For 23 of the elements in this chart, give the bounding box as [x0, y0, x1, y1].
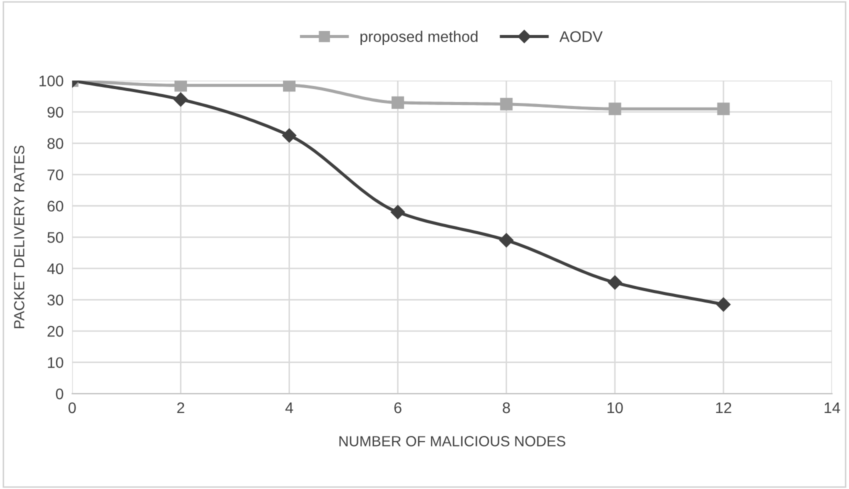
- x-tick-label: 12: [716, 402, 732, 414]
- y-tick-label: 60: [48, 200, 64, 212]
- x-axis-title: NUMBER OF MALICIOUS NODES: [339, 436, 566, 446]
- y-axis-title: PACKET DELIVERY RATES: [14, 146, 24, 328]
- x-tick-label: 8: [502, 402, 510, 414]
- y-tick-label: 50: [47, 232, 64, 243]
- y-tick-label: 80: [48, 138, 64, 149]
- legend-label: proposed method: [360, 30, 478, 46]
- legend-label: AODV: [559, 31, 603, 42]
- y-tick-label: 100: [40, 76, 64, 86]
- x-tick-label: 4: [285, 402, 294, 414]
- x-tick-label: 6: [394, 402, 402, 414]
- y-tick-label: 10: [48, 357, 64, 368]
- x-tick-label: 14: [824, 402, 840, 414]
- x-tick-label: 10: [608, 402, 623, 414]
- y-tick-label: 70: [48, 169, 64, 180]
- y-tick-label: 30: [47, 294, 64, 306]
- y-tick-label: 90: [48, 106, 64, 118]
- y-tick-label: 40: [47, 263, 64, 274]
- y-tick-label: 20: [48, 326, 64, 337]
- x-tick-label: 2: [177, 402, 184, 414]
- y-tick-label: 0: [56, 388, 64, 400]
- x-tick-label: 0: [68, 402, 76, 414]
